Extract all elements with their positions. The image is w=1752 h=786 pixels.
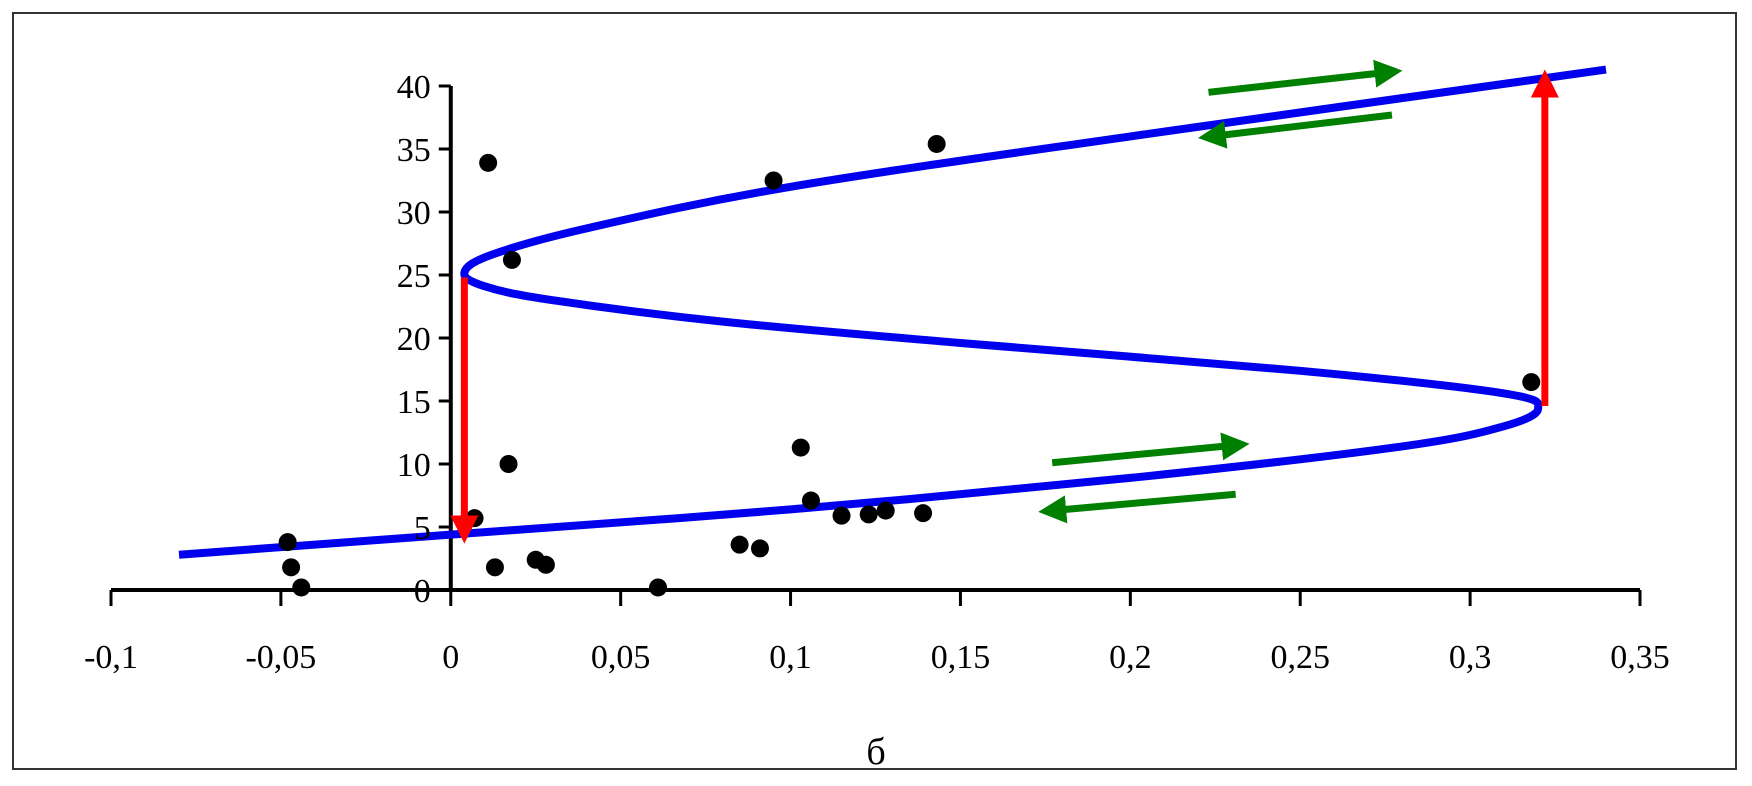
data-point <box>278 533 297 552</box>
y-tick-label: 15 <box>397 384 431 421</box>
data-point <box>282 558 301 577</box>
data-point <box>485 558 504 577</box>
data-point <box>465 509 484 528</box>
data-point <box>649 578 668 597</box>
data-point <box>499 455 518 473</box>
x-tick-label: 0,15 <box>931 639 991 676</box>
x-tick-label: 0,2 <box>1109 639 1152 676</box>
data-point <box>479 153 498 172</box>
data-point <box>914 504 933 523</box>
y-tick-label: 40 <box>397 69 431 106</box>
data-point <box>536 555 555 574</box>
direction-arrow <box>1208 59 1403 96</box>
x-tick-label: 0,1 <box>769 639 812 676</box>
data-point <box>730 535 749 554</box>
y-tick-label: 20 <box>397 321 431 358</box>
x-tick-label: 0 <box>442 639 459 676</box>
data-point <box>1522 373 1541 392</box>
x-tick-label: 0,05 <box>591 639 651 676</box>
data-point <box>750 539 769 558</box>
y-tick-label: 5 <box>414 510 431 547</box>
data-point <box>502 250 521 269</box>
direction-arrow <box>1038 490 1236 524</box>
data-point <box>859 505 878 524</box>
data-point <box>832 506 851 525</box>
axes <box>109 84 1642 606</box>
x-tick-label: -0,05 <box>245 639 316 676</box>
x-tick-label: 0,3 <box>1449 639 1492 676</box>
y-tick-label: 35 <box>397 132 431 169</box>
chart-frame <box>12 12 1737 770</box>
arrows-layer <box>450 59 1559 544</box>
direction-arrow <box>1051 432 1250 467</box>
x-tick-label: 0,35 <box>1610 639 1670 676</box>
y-tick-label: 25 <box>397 258 431 295</box>
x-tick-label: -0,1 <box>84 639 138 676</box>
data-points-layer <box>278 134 1541 597</box>
s-curve-line <box>178 65 1607 559</box>
tick-labels-layer: -0,1 -0,05 0 0,05 0,1 0,15 0,2 0,25 0,3 0,35 0 5 10 1… <box>84 69 1670 676</box>
y-tick-label: 10 <box>397 447 431 484</box>
direction-arrow <box>1197 111 1393 149</box>
s-curve-layer <box>178 65 1607 559</box>
x-tick-label: 0,25 <box>1270 639 1330 676</box>
y-tick-label: 30 <box>397 195 431 232</box>
data-point <box>764 171 783 190</box>
data-point <box>791 438 810 457</box>
data-point <box>927 134 946 153</box>
data-point <box>876 501 895 520</box>
y-tick-label: 0 <box>414 573 431 610</box>
data-point <box>801 491 820 510</box>
figure-caption: б <box>866 731 885 773</box>
data-point <box>292 578 311 597</box>
